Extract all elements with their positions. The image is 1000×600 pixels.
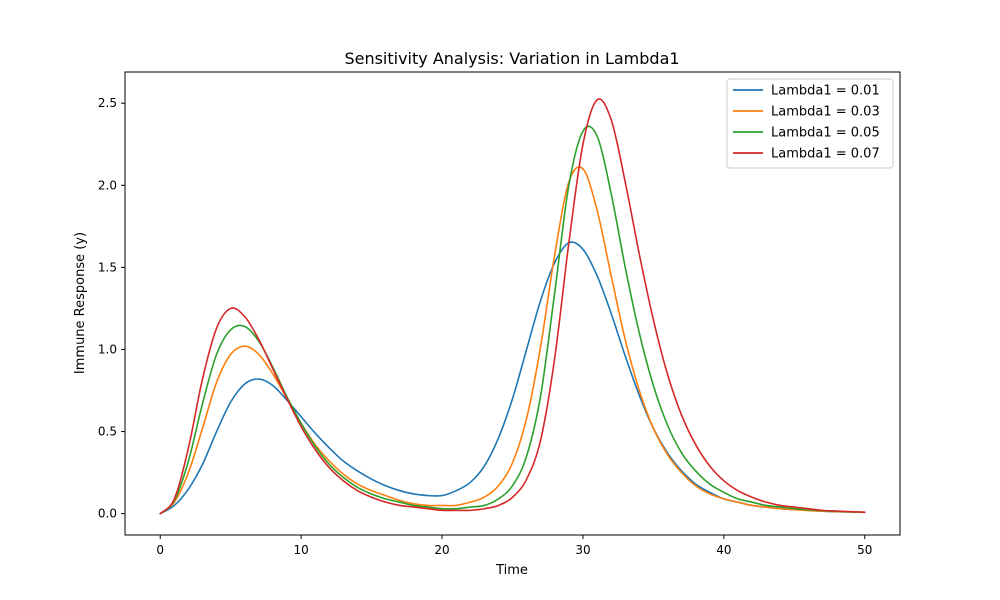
series-line-3 <box>159 98 866 515</box>
y-tick-label: 0.5 <box>98 425 117 439</box>
legend-label: Lambda1 = 0.01 <box>771 84 880 99</box>
y-axis-ticks: 0.0 0.5 1.0 1.5 2.0 2.5 <box>98 96 125 521</box>
y-axis-label: Immune Response (y) <box>73 232 88 374</box>
legend-label: Lambda1 = 0.07 <box>771 147 880 162</box>
x-tick-label: 50 <box>857 543 872 557</box>
x-axis-label: Time <box>495 563 528 578</box>
y-tick-label: 0.0 <box>98 507 117 521</box>
legend-box <box>726 78 894 169</box>
chart-title: Sensitivity Analysis: Variation in Lambd… <box>344 49 679 68</box>
y-tick-label: 1.0 <box>98 342 117 356</box>
x-tick-label: 30 <box>575 543 590 557</box>
y-tick-label: 1.5 <box>98 260 117 274</box>
x-tick-label: 0 <box>156 543 164 557</box>
plot-area: 0 10 20 30 40 50 0.0 0.5 1.0 1.5 2.0 2.5 <box>98 71 901 557</box>
x-tick-label: 20 <box>434 543 449 557</box>
x-axis-ticks: 0 10 20 30 40 50 <box>156 535 872 557</box>
y-tick-label: 2.0 <box>98 178 117 192</box>
series-layer <box>159 98 866 515</box>
legend-label: Lambda1 = 0.05 <box>771 126 880 141</box>
legend: Lambda1 = 0.01 Lambda1 = 0.03 Lambda1 = 0.… <box>726 78 894 169</box>
axes-frame <box>124 71 901 536</box>
x-tick-label: 40 <box>716 543 731 557</box>
y-tick-label: 2.5 <box>98 96 117 110</box>
series-line-1 <box>159 166 866 515</box>
x-tick-label: 10 <box>293 543 308 557</box>
legend-label: Lambda1 = 0.03 <box>771 105 880 120</box>
